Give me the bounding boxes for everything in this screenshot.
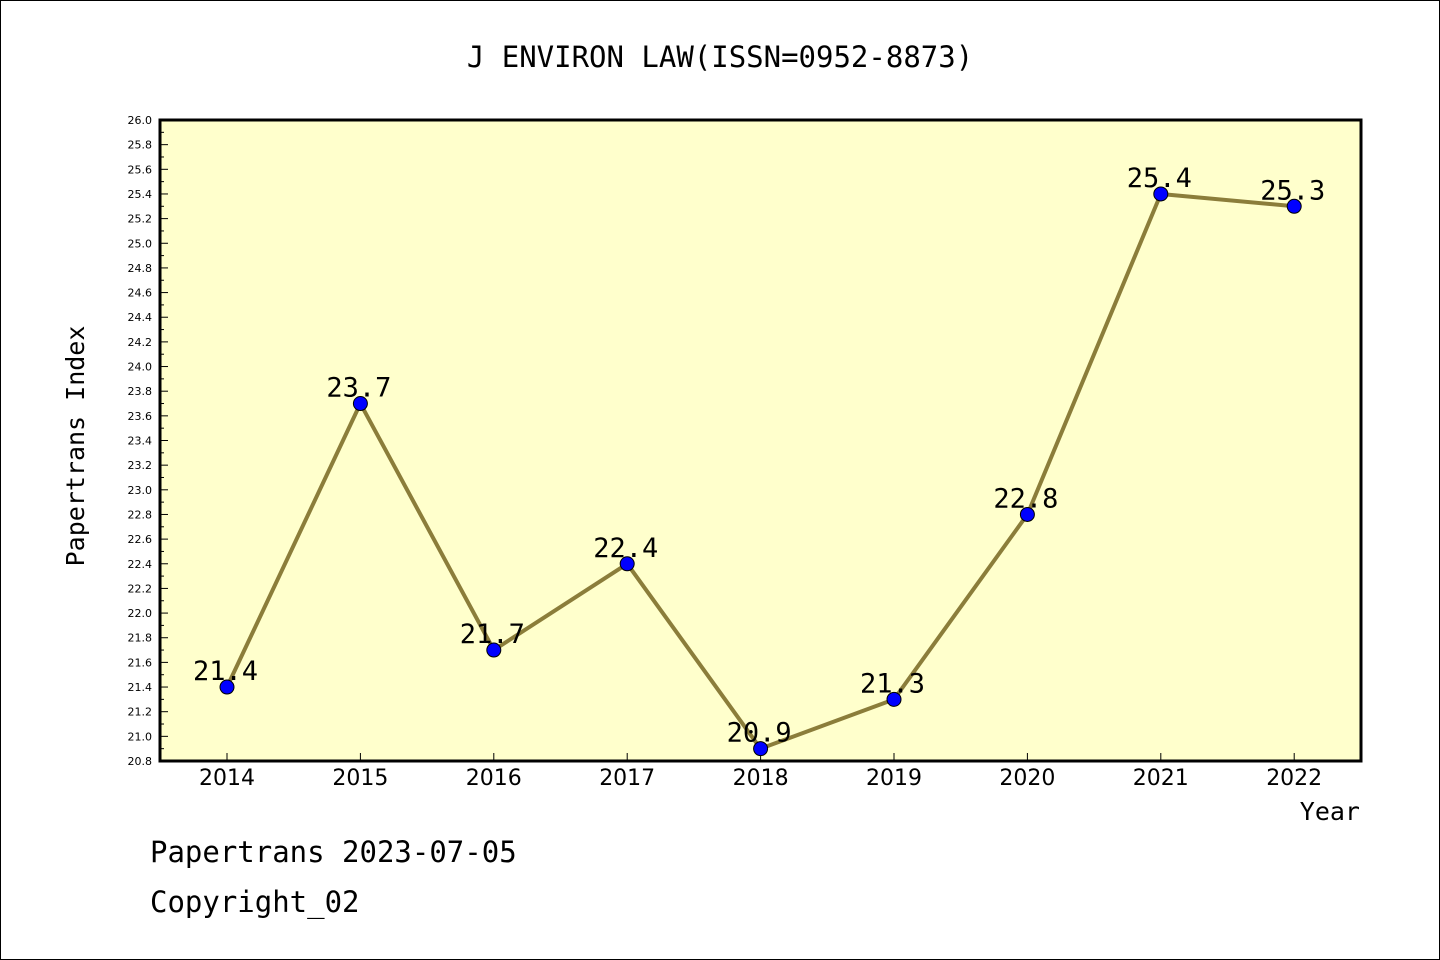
data-label: 25.4 bbox=[1127, 163, 1192, 194]
y-tick-label: 25.8 bbox=[128, 139, 153, 152]
x-tick-label: 2020 bbox=[999, 766, 1055, 791]
x-tick-label: 2017 bbox=[599, 766, 655, 791]
y-tick-label: 22.6 bbox=[128, 533, 153, 546]
x-tick-label: 2016 bbox=[466, 766, 522, 791]
data-label: 22.8 bbox=[993, 483, 1058, 514]
y-tick-label: 22.4 bbox=[128, 558, 153, 571]
x-tick-label: 2018 bbox=[733, 766, 789, 791]
data-point-group bbox=[219, 186, 1302, 757]
x-tick-label: 2022 bbox=[1266, 766, 1322, 791]
x-axis: 2014 2015 2016 2017 2018 2019 2020 2021 2022 bbox=[199, 753, 1322, 791]
y-tick-label: 24.4 bbox=[128, 311, 153, 324]
data-point bbox=[1286, 198, 1302, 214]
y-tick-label: 24.0 bbox=[128, 361, 153, 374]
x-tick-label: 2021 bbox=[1133, 766, 1189, 791]
chart-title: J ENVIRON LAW(ISSN=0952-8873) bbox=[467, 40, 973, 74]
y-tick-label: 23.4 bbox=[128, 435, 153, 448]
data-label-group: 21.4 23.7 21.7 22.4 20.9 21.3 22.8 25.4 25.3 bbox=[193, 163, 1325, 749]
data-point bbox=[886, 691, 902, 707]
x-tick-label: 2014 bbox=[199, 766, 255, 791]
y-tick-label: 23.0 bbox=[128, 484, 153, 497]
y-tick-label: 22.8 bbox=[128, 508, 153, 521]
y-tick-label: 26.0 bbox=[128, 114, 153, 127]
y-tick-label: 25.2 bbox=[128, 213, 153, 226]
y-tick-label: 20.8 bbox=[128, 755, 153, 768]
x-tick-label: 2019 bbox=[866, 766, 922, 791]
data-point bbox=[352, 396, 368, 412]
y-axis-label: Papertrans Index bbox=[61, 326, 90, 567]
data-point bbox=[619, 556, 635, 572]
footer-copyright: Copyright_02 bbox=[150, 885, 360, 919]
data-point bbox=[219, 679, 235, 695]
y-tick-label: 25.4 bbox=[128, 188, 153, 201]
y-tick-label: 22.0 bbox=[128, 607, 153, 620]
data-label: 21.4 bbox=[193, 656, 258, 687]
data-label: 23.7 bbox=[326, 373, 391, 404]
y-tick-label: 23.6 bbox=[128, 410, 153, 423]
y-axis: 20.8 21.0 21.2 21.4 21.6 21.8 22.0 22.2 22.4 22.6… bbox=[128, 114, 168, 768]
plot-area bbox=[158, 118, 1363, 763]
data-label: 25.3 bbox=[1260, 175, 1325, 206]
y-tick-label: 23.8 bbox=[128, 385, 153, 398]
x-tick-label: 2015 bbox=[332, 766, 388, 791]
y-tick-label: 22.2 bbox=[128, 582, 153, 595]
y-tick-label: 21.0 bbox=[128, 730, 153, 743]
data-point bbox=[486, 642, 502, 658]
data-label: 21.3 bbox=[860, 668, 925, 699]
data-point bbox=[1019, 506, 1035, 522]
y-tick-label: 21.6 bbox=[128, 656, 153, 669]
data-point bbox=[753, 741, 769, 757]
data-label: 22.4 bbox=[593, 533, 658, 564]
data-label: 20.9 bbox=[727, 718, 792, 749]
y-tick-label: 23.2 bbox=[128, 459, 153, 472]
y-tick-label: 25.6 bbox=[128, 163, 153, 176]
y-tick-label: 25.0 bbox=[128, 237, 153, 250]
y-tick-label: 24.2 bbox=[128, 336, 153, 349]
y-tick-label: 21.2 bbox=[128, 706, 153, 719]
y-tick-label: 24.6 bbox=[128, 287, 153, 300]
data-point bbox=[1153, 186, 1169, 202]
y-tick-label: 24.8 bbox=[128, 262, 153, 275]
data-label: 21.7 bbox=[460, 619, 525, 650]
footer-date: Papertrans 2023-07-05 bbox=[150, 835, 517, 869]
y-tick-label: 21.4 bbox=[128, 681, 153, 694]
y-tick-label: 21.8 bbox=[128, 632, 153, 645]
x-axis-label: Year bbox=[1300, 797, 1360, 826]
